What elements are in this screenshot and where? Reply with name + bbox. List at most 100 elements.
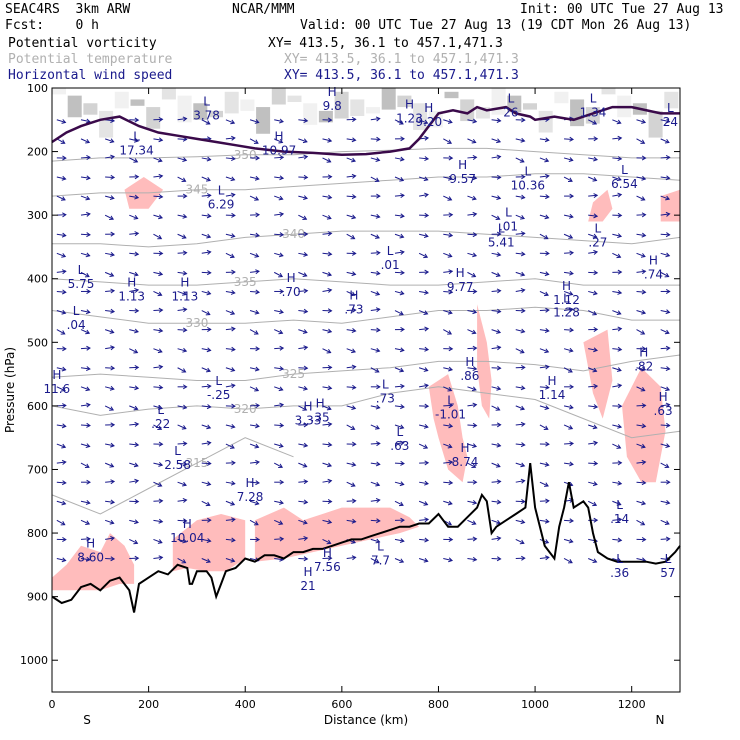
wind-arrow-head [133, 348, 139, 354]
wind-arrow-head [61, 366, 67, 372]
wind-arrow-head [665, 175, 671, 181]
wind-arrow [588, 442, 598, 445]
terrain-line [51, 462, 681, 613]
wind-arrow-head [472, 402, 478, 408]
wind-arrow-head [86, 366, 91, 372]
wind-arrow-head [205, 501, 211, 507]
wind-arrow-head [303, 345, 309, 351]
wind-arrow-head [84, 463, 90, 469]
wind-arrow-head [665, 500, 671, 505]
extremum-value: -.25 [207, 388, 230, 402]
wind-arrow [225, 194, 235, 197]
wind-arrow-head [617, 156, 623, 162]
wind-arrow [80, 424, 90, 427]
extremum-type: H [127, 276, 136, 290]
wind-arrow [370, 424, 380, 430]
pv-contour [51, 105, 680, 157]
wind-arrow-head [61, 309, 67, 315]
extremum-value: 10.97 [262, 143, 296, 157]
wind-arrow-head [472, 288, 478, 294]
wind-arrow [153, 366, 163, 369]
wind-arrow [467, 347, 477, 350]
wind-arrow [177, 405, 187, 409]
isentrope-line [51, 437, 294, 515]
wind-arrow-head [278, 463, 284, 469]
wind-arrow-head [375, 307, 381, 313]
wind-arrow-head [495, 272, 501, 277]
wind-arrow-head [351, 462, 357, 467]
wind-arrow-head [472, 536, 478, 542]
wind-arrow [588, 233, 597, 238]
wind-arrow-head [110, 174, 116, 180]
shaded-region [254, 507, 420, 562]
wind-arrow-head [616, 367, 622, 372]
wind-arrow [129, 519, 139, 523]
extremum-type: L [382, 377, 389, 391]
wind-arrow [443, 195, 452, 201]
wind-arrow [80, 367, 90, 370]
wind-arrow [273, 271, 283, 278]
wind-arrow-head [231, 537, 236, 543]
wind-arrow-head [182, 213, 188, 219]
wind-arrow [153, 329, 163, 332]
wind-arrow-head [472, 422, 478, 428]
wind-arrow-head [206, 440, 212, 446]
wind-arrow-head [375, 481, 381, 487]
y-tick-label: 1000 [20, 654, 48, 667]
wind-arrow [443, 270, 453, 273]
wind-arrow-head [375, 461, 381, 467]
wind-arrow-head [181, 177, 187, 182]
wind-arrow-head [424, 192, 429, 198]
wind-arrow [225, 500, 235, 506]
wind-arrow [419, 481, 429, 485]
wind-arrow [346, 519, 356, 523]
extremum-value: 1.12 [553, 293, 580, 307]
pv-shade-cell [334, 91, 349, 119]
wind-arrow [394, 194, 404, 197]
wind-arrow [274, 119, 284, 123]
extremum-type: L [447, 393, 454, 407]
extremum-value: 6.54 [611, 177, 638, 191]
wind-arrow [394, 481, 404, 486]
wind-arrow-head [85, 252, 91, 258]
wind-arrow-head [157, 539, 163, 544]
wind-arrow-head [303, 499, 309, 505]
wind-arrow-head [640, 139, 646, 144]
wind-arrow [274, 404, 284, 407]
wind-arrow [418, 558, 428, 562]
extremum-type: L [595, 222, 602, 236]
y-tick-label: 700 [27, 463, 48, 476]
wind-arrow-head [109, 272, 115, 277]
wind-arrow-head [593, 136, 599, 142]
wind-arrow-head [471, 272, 477, 278]
wind-arrow [298, 310, 308, 313]
wind-arrow-head [134, 308, 140, 314]
wind-arrow-head [206, 424, 212, 430]
wind-arrow-head [206, 558, 211, 564]
wind-arrow [105, 500, 115, 503]
wind-arrow-head [424, 383, 429, 389]
wind-arrow-head [665, 366, 671, 372]
wind-arrow [56, 557, 66, 561]
wind-arrow [636, 310, 646, 314]
wind-arrow-head [206, 270, 212, 276]
wind-arrow-head [351, 116, 357, 122]
wind-arrow [563, 233, 573, 239]
wind-arrow-head [60, 196, 66, 201]
wind-arrow-head [665, 211, 671, 217]
wind-arrow-head [134, 421, 140, 427]
wind-arrow-head [254, 443, 260, 449]
wind-arrow-head [544, 364, 550, 370]
extremum-type: H [323, 546, 332, 560]
wind-arrow-head [448, 423, 454, 429]
wind-arrow-head [520, 251, 526, 257]
field-name-pv: Potential vorticity [8, 36, 157, 51]
wind-arrow [539, 405, 549, 410]
wind-arrow [56, 443, 66, 448]
wind-arrow-head [351, 498, 357, 504]
wind-arrow [201, 385, 211, 388]
wind-arrow-head [520, 442, 526, 448]
wind-arrow [491, 195, 501, 199]
wind-arrow-head [569, 441, 575, 447]
extremum-type: L [508, 91, 515, 105]
